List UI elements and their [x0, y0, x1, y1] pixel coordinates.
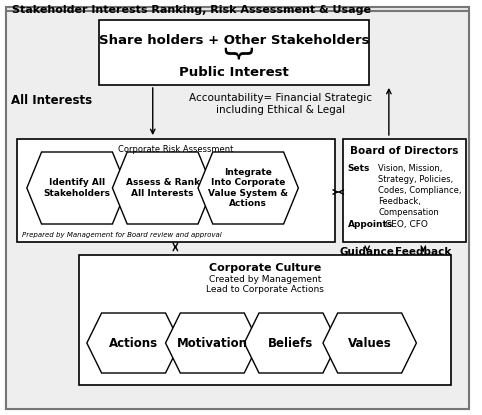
- Text: Integrate
Into Corporate
Value System &
Actions: Integrate Into Corporate Value System & …: [208, 168, 288, 208]
- Text: Corporate Culture: Corporate Culture: [209, 263, 321, 273]
- Text: Sets: Sets: [348, 164, 370, 173]
- Polygon shape: [323, 313, 416, 373]
- Text: Vision, Mission,
Strategy, Policies,
Codes, Compliance,
Feedback,
Compensation: Vision, Mission, Strategy, Policies, Cod…: [378, 164, 462, 217]
- Polygon shape: [87, 313, 180, 373]
- Polygon shape: [198, 152, 298, 224]
- Polygon shape: [165, 313, 259, 373]
- Bar: [343, 139, 466, 242]
- Text: Board of Directors: Board of Directors: [350, 146, 458, 156]
- Bar: [17, 139, 335, 242]
- Text: Prepared by Management for Board review and approval: Prepared by Management for Board review …: [22, 232, 222, 238]
- Text: Values: Values: [348, 337, 391, 349]
- Text: Guidance: Guidance: [340, 247, 395, 257]
- Text: Public Interest: Public Interest: [179, 66, 289, 78]
- Text: CEO, CFO: CEO, CFO: [385, 220, 428, 229]
- Text: Accountability= Financial Strategic
including Ethical & Legal: Accountability= Financial Strategic incl…: [189, 93, 372, 115]
- Text: Feedback: Feedback: [395, 247, 452, 257]
- Polygon shape: [112, 152, 213, 224]
- Text: Actions: Actions: [109, 337, 158, 349]
- Polygon shape: [244, 313, 338, 373]
- Polygon shape: [27, 152, 127, 224]
- Text: Created by Management: Created by Management: [209, 275, 321, 284]
- Text: Identify All
Stakeholders: Identify All Stakeholders: [43, 178, 110, 198]
- Text: Motivation: Motivation: [177, 337, 248, 349]
- Text: Corporate Risk Assessment: Corporate Risk Assessment: [118, 145, 234, 154]
- Text: All Interests: All Interests: [11, 93, 92, 107]
- Text: Appoints: Appoints: [348, 220, 393, 229]
- Text: Beliefs: Beliefs: [268, 337, 314, 349]
- Text: Assess & Rank
All Interests: Assess & Rank All Interests: [125, 178, 200, 198]
- Text: Stakeholder Interests Ranking, Risk Assessment & Usage: Stakeholder Interests Ranking, Risk Asse…: [12, 5, 371, 15]
- Text: Share holders + Other Stakeholders: Share holders + Other Stakeholders: [99, 34, 369, 46]
- Bar: [99, 20, 369, 85]
- Bar: [79, 255, 451, 385]
- Text: Lead to Corporate Actions: Lead to Corporate Actions: [206, 285, 324, 294]
- Text: }: }: [219, 46, 248, 66]
